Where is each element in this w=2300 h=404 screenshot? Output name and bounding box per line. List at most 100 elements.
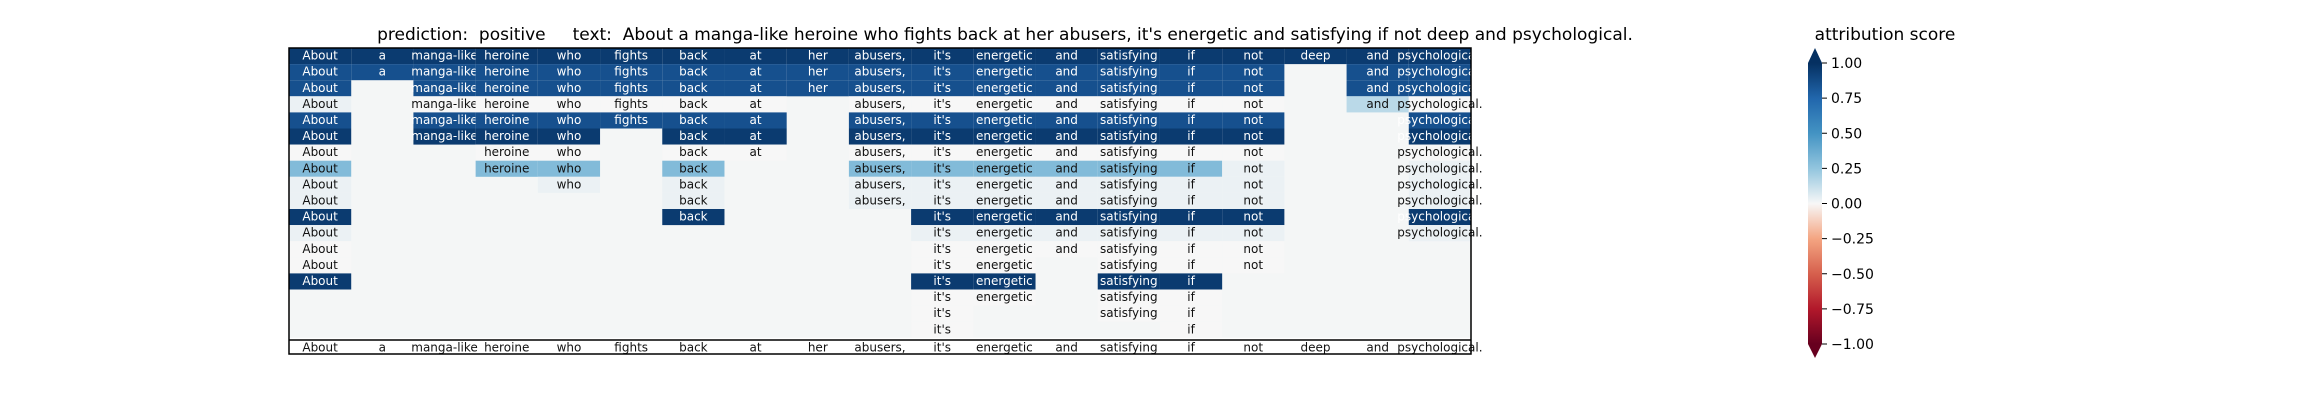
- reference-token-label: back: [679, 341, 708, 355]
- token-label: it's: [933, 113, 951, 127]
- token-label: if: [1187, 177, 1195, 191]
- heatmap-cell: [289, 273, 352, 290]
- heatmap-cell: [1035, 112, 1098, 129]
- token-label: it's: [933, 322, 951, 336]
- heatmap-cell: [848, 160, 912, 177]
- heatmap-cell: [724, 128, 787, 145]
- colorbar-tick-label: 0.25: [1831, 161, 1862, 177]
- heatmap-cell: [724, 96, 787, 113]
- token-label: abusers,: [854, 177, 905, 191]
- token-label: psychological.: [1397, 145, 1482, 159]
- token-label: it's: [933, 242, 951, 256]
- heatmap-cell: [662, 209, 725, 226]
- token-label: psychological.: [1397, 81, 1482, 95]
- token-label: not: [1243, 65, 1263, 79]
- token-label: if: [1187, 65, 1195, 79]
- heatmap-cell: [1222, 48, 1285, 65]
- heatmap-cell: [537, 80, 601, 97]
- heatmap-cell: [1408, 192, 1471, 209]
- token-label: her: [808, 49, 828, 63]
- token-label: manga-like: [411, 65, 478, 79]
- heatmap-cell: [600, 64, 663, 81]
- heatmap-cell: [662, 48, 725, 65]
- token-label: energetic: [976, 81, 1033, 95]
- token-label: and: [1055, 145, 1078, 159]
- token-label: manga-like: [411, 49, 478, 63]
- heatmap-cell: [973, 176, 1036, 193]
- token-label: it's: [933, 193, 951, 207]
- token-label: manga-like: [411, 129, 478, 143]
- reference-token-label: heroine: [484, 341, 529, 355]
- token-label: About: [302, 274, 338, 288]
- token-label: energetic: [976, 226, 1033, 240]
- token-label: at: [750, 113, 762, 127]
- heatmap-cell: [1097, 96, 1160, 113]
- token-label: satisfying: [1100, 177, 1158, 191]
- token-label: satisfying: [1100, 97, 1158, 111]
- token-label: abusers,: [854, 193, 905, 207]
- heatmap-cell: [1159, 176, 1223, 193]
- token-label: back: [679, 193, 708, 207]
- heatmap-cell: [973, 112, 1036, 129]
- token-label: abusers,: [854, 145, 905, 159]
- token-label: at: [750, 81, 762, 95]
- token-label: About: [302, 210, 338, 224]
- token-label: psychological.: [1397, 65, 1482, 79]
- heatmap-cell: [911, 225, 974, 242]
- heatmap-cell: [1408, 80, 1471, 97]
- token-label: back: [679, 161, 708, 175]
- reference-token-label: and: [1366, 341, 1389, 355]
- heatmap-cell: [351, 48, 414, 65]
- token-label: satisfying: [1100, 81, 1158, 95]
- heatmap-cell: [911, 80, 974, 97]
- heatmap-cell: [662, 160, 725, 177]
- token-label: psychological.: [1397, 49, 1482, 63]
- heatmap-cell: [1346, 48, 1409, 65]
- token-label: About: [302, 97, 338, 111]
- token-label: manga-like: [411, 97, 478, 111]
- heatmap-cell: [848, 48, 912, 65]
- heatmap-cell: [662, 128, 725, 145]
- token-label: satisfying: [1100, 242, 1158, 256]
- token-label: who: [557, 177, 582, 191]
- token-label: and: [1055, 177, 1078, 191]
- token-label: at: [750, 97, 762, 111]
- token-label: not: [1243, 49, 1263, 63]
- heatmap-cell: [1035, 192, 1098, 209]
- heatmap-cell: [911, 144, 974, 161]
- heatmap-cell: [724, 144, 787, 161]
- heatmap-cell: [1035, 241, 1098, 258]
- heatmap-cell: [1097, 192, 1160, 209]
- heatmap-cell: [1408, 209, 1471, 226]
- heatmap-cell: [786, 64, 849, 81]
- heatmap-cell: [475, 112, 538, 129]
- heatmap-cell: [911, 176, 974, 193]
- heatmap-cell: [1159, 48, 1223, 65]
- token-label: back: [679, 113, 708, 127]
- reference-token-label: abusers,: [854, 341, 905, 355]
- token-label: psychological.: [1397, 193, 1482, 207]
- heatmap-cell: [786, 80, 849, 97]
- token-label: and: [1055, 49, 1078, 63]
- colorbar-tick-label: −1.00: [1831, 337, 1874, 353]
- heatmap-cell: [289, 241, 352, 258]
- token-label: not: [1243, 161, 1263, 175]
- token-label: heroine: [484, 65, 529, 79]
- reference-token-label: if: [1187, 341, 1195, 355]
- token-label: not: [1243, 193, 1263, 207]
- heatmap-cell: [1159, 112, 1223, 129]
- heatmap-cell: [1035, 96, 1098, 113]
- token-label: About: [302, 65, 338, 79]
- colorbar-label: attribution score: [1815, 25, 1956, 45]
- token-label: and: [1366, 81, 1389, 95]
- token-label: fights: [614, 113, 648, 127]
- token-label: satisfying: [1100, 145, 1158, 159]
- heatmap-cell: [911, 209, 974, 226]
- token-label: not: [1243, 97, 1263, 111]
- heatmap-cell: [537, 96, 601, 113]
- heatmap-cell: [289, 144, 352, 161]
- token-label: About: [302, 258, 338, 272]
- token-label: About: [302, 129, 338, 143]
- heatmap-cell: [1222, 192, 1285, 209]
- token-label: abusers,: [854, 97, 905, 111]
